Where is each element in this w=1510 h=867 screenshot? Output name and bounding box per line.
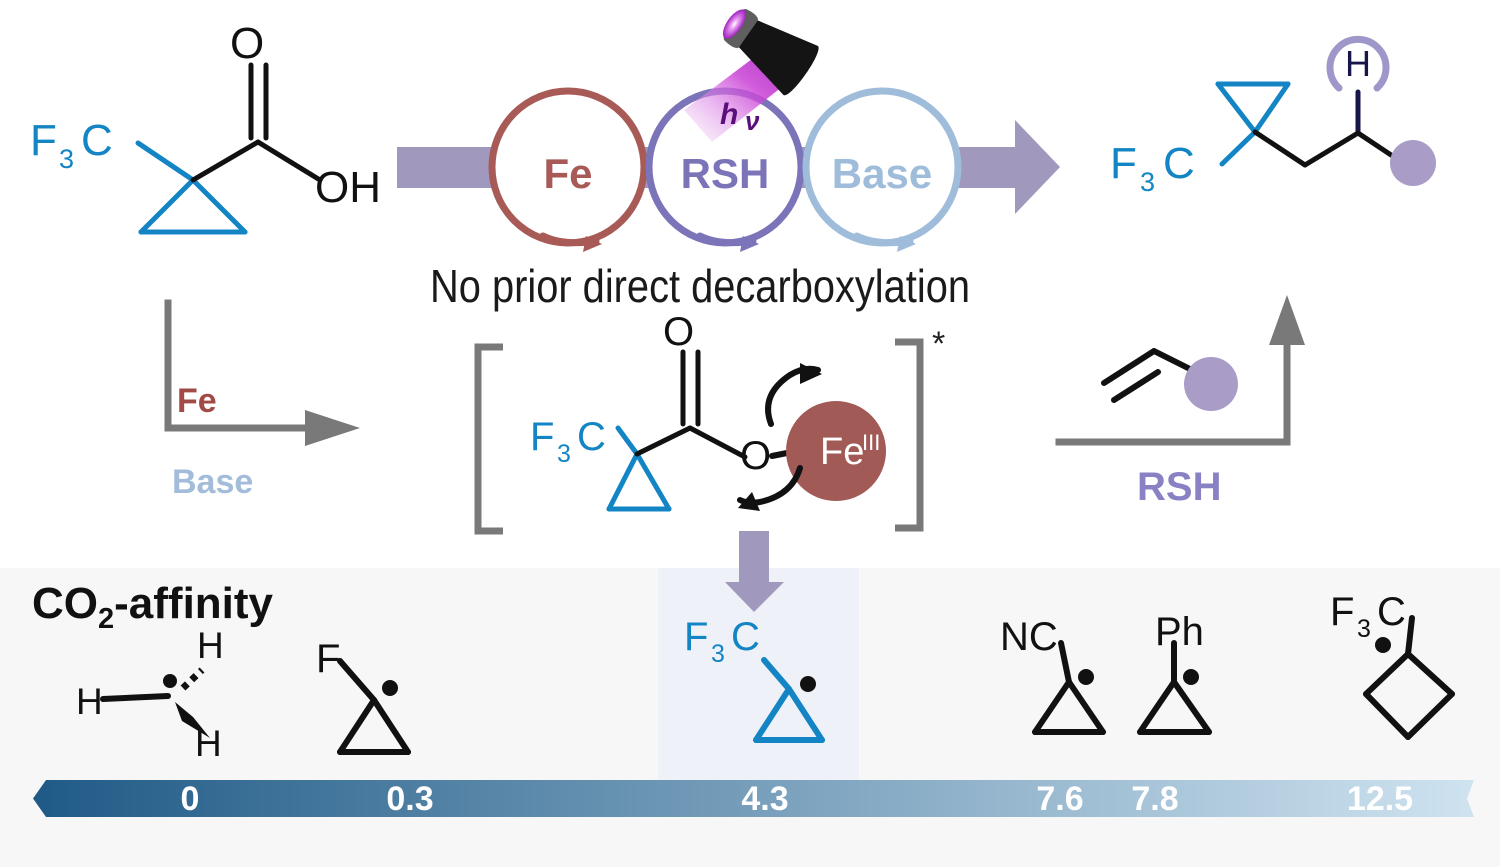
- svg-text:C: C: [1163, 139, 1195, 188]
- svg-text:F: F: [316, 637, 340, 681]
- svg-text:Fe: Fe: [820, 431, 864, 473]
- svg-text:H: H: [197, 625, 224, 666]
- svg-text:O: O: [230, 19, 264, 68]
- svg-text:Base: Base: [172, 463, 253, 501]
- svg-text:12.5: 12.5: [1347, 780, 1413, 818]
- svg-text:7.8: 7.8: [1131, 780, 1178, 818]
- svg-text:ν: ν: [745, 106, 760, 136]
- svg-text:0: 0: [181, 780, 200, 818]
- svg-text:C: C: [577, 415, 606, 459]
- svg-text:7.6: 7.6: [1036, 780, 1083, 818]
- svg-text:O: O: [663, 310, 694, 354]
- svg-text:NC: NC: [1000, 615, 1058, 659]
- svg-text:F: F: [1330, 590, 1354, 634]
- svg-text:OH: OH: [315, 163, 381, 212]
- svg-text:F: F: [530, 415, 554, 459]
- svg-text:CO2-affinity: CO2-affinity: [32, 579, 274, 635]
- svg-text:3: 3: [557, 440, 571, 468]
- svg-text:O: O: [740, 434, 771, 478]
- svg-text:3: 3: [59, 144, 74, 174]
- svg-text:Fe: Fe: [177, 382, 217, 420]
- svg-text:H: H: [76, 681, 103, 722]
- svg-text:0.3: 0.3: [386, 780, 433, 818]
- svg-text:3: 3: [711, 640, 725, 668]
- svg-text:Base: Base: [832, 150, 932, 197]
- svg-text:4.3: 4.3: [741, 780, 788, 818]
- svg-text:H: H: [1345, 43, 1371, 84]
- svg-text:RSH: RSH: [681, 150, 770, 197]
- svg-text:F: F: [684, 615, 708, 659]
- svg-text:h: h: [720, 98, 738, 131]
- svg-text:C: C: [1377, 590, 1406, 634]
- svg-text:F: F: [30, 116, 57, 165]
- svg-text:3: 3: [1357, 615, 1371, 643]
- svg-text:Fe: Fe: [543, 150, 592, 197]
- svg-text:F: F: [1110, 139, 1137, 188]
- svg-text:RSH: RSH: [1137, 465, 1221, 509]
- svg-text:C: C: [81, 116, 113, 165]
- svg-text:3: 3: [1140, 167, 1155, 197]
- svg-text:C: C: [731, 615, 760, 659]
- svg-text:Ph: Ph: [1155, 610, 1204, 654]
- svg-text:No prior direct decarboxylatio: No prior direct decarboxylation: [430, 260, 970, 312]
- svg-text:H: H: [195, 723, 222, 764]
- svg-text:III: III: [862, 430, 880, 455]
- svg-text:*: *: [932, 325, 945, 363]
